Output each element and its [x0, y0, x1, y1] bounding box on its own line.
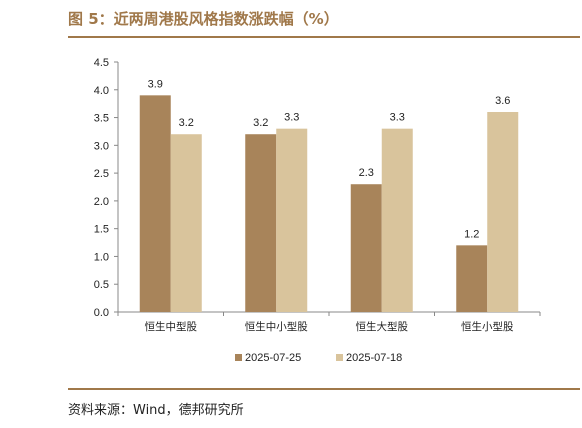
y-tick-label: 4.5	[94, 57, 109, 69]
data-label: 3.3	[284, 112, 299, 124]
legend: 2025-07-25 2025-07-18	[235, 352, 402, 364]
bar	[276, 128, 308, 312]
y-tick-label: 0.0	[94, 307, 109, 319]
bar	[245, 134, 277, 312]
x-category-label: 恒生中型股	[145, 320, 198, 333]
legend-label: 2025-07-25	[245, 352, 301, 364]
x-category-label: 恒生中小型股	[245, 320, 308, 333]
footer-rule	[68, 388, 580, 390]
figure-title: 图 5：近两周港股风格指数涨跌幅（%）	[68, 10, 339, 28]
data-label: 3.6	[495, 95, 510, 107]
y-tick-label: 3.0	[94, 140, 109, 152]
x-category-label: 恒生大型股	[356, 320, 409, 333]
data-label: 3.2	[179, 117, 194, 129]
title-rule	[68, 36, 580, 38]
data-labels: 3.9 3.2 3.2 3.3 2.3 3.3 1.2 3.6	[148, 78, 511, 240]
y-tick-label: 2.0	[94, 196, 109, 208]
y-ticks: 0.0 0.5 1.0 1.5 2.0 2.5 3.0 3.5 4.0 4.5	[94, 57, 118, 319]
data-label: 1.2	[464, 228, 479, 240]
bar	[456, 245, 488, 312]
bar	[381, 128, 413, 312]
y-tick-label: 3.5	[94, 113, 109, 125]
y-tick-label: 2.5	[94, 168, 109, 180]
y-tick-label: 1.5	[94, 224, 109, 236]
data-label: 3.3	[390, 112, 405, 124]
legend-swatch	[336, 354, 343, 361]
bar	[350, 184, 382, 312]
legend-swatch	[235, 354, 242, 361]
y-tick-label: 4.0	[94, 85, 109, 97]
x-category-label: 恒生小型股	[461, 320, 514, 333]
source-note: 资料来源：Wind，德邦研究所	[68, 403, 244, 418]
bar	[170, 134, 202, 312]
legend-label: 2025-07-18	[346, 352, 402, 364]
bar	[487, 112, 519, 312]
data-label: 3.2	[253, 117, 268, 129]
x-category-labels: 恒生中型股 恒生中小型股 恒生大型股 恒生小型股	[117, 312, 541, 333]
bars	[139, 95, 519, 312]
data-label: 2.3	[359, 167, 374, 179]
y-tick-label: 1.0	[94, 251, 109, 263]
data-label: 3.9	[148, 78, 163, 90]
bar	[139, 95, 171, 312]
y-tick-label: 0.5	[94, 279, 109, 291]
